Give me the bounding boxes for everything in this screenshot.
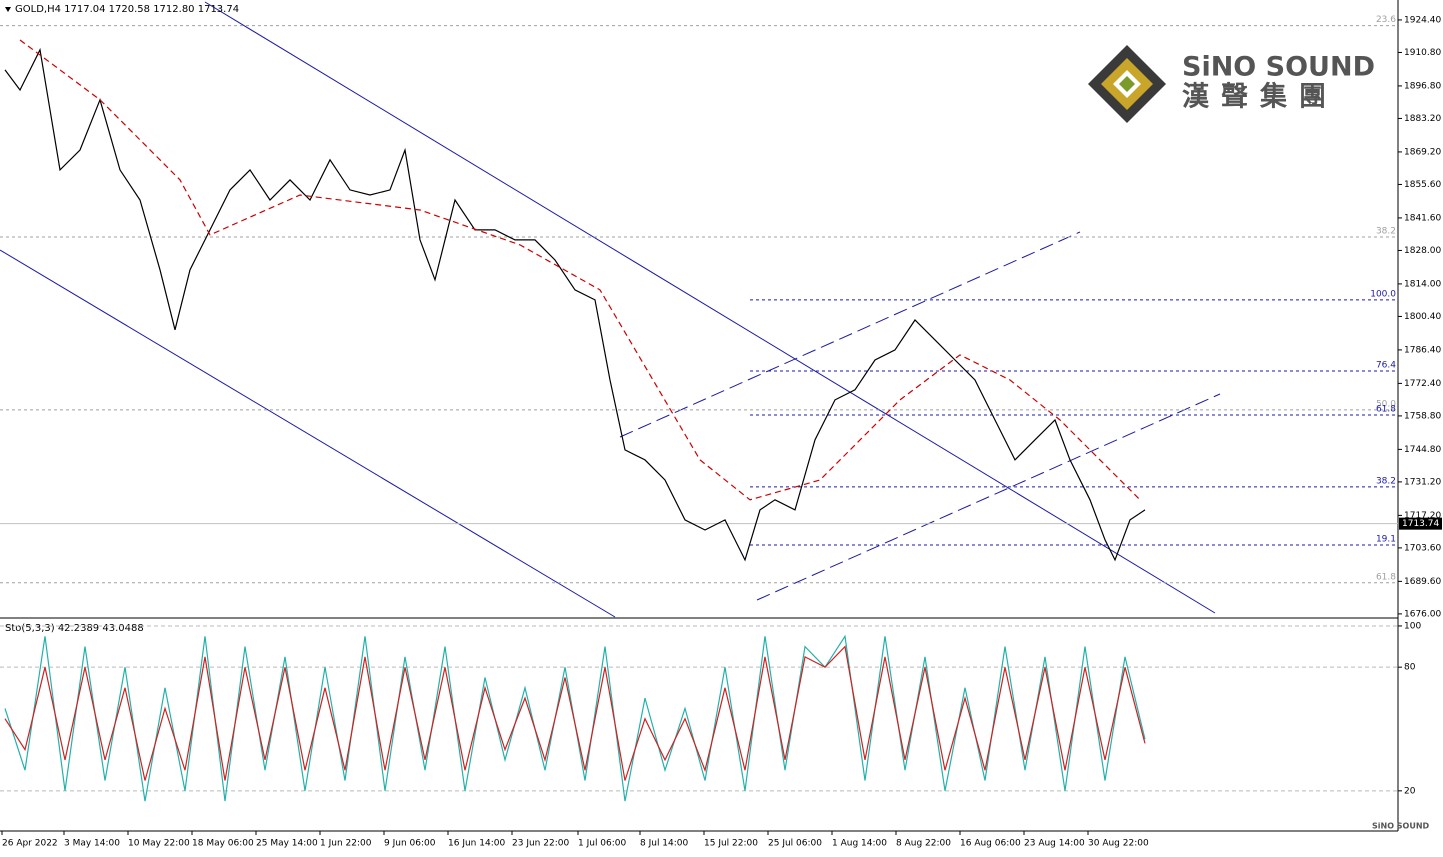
x-tick-label: 8 Aug 22:00	[896, 839, 951, 849]
y-tick-label: 1828.00	[1404, 246, 1441, 256]
y-tick-label: 1896.80	[1404, 81, 1441, 91]
y-tick-label: 1772.40	[1404, 379, 1441, 389]
x-tick-label: 9 Jun 06:00	[384, 839, 436, 849]
fib-label: 23.6	[1376, 15, 1396, 25]
x-tick-label: 15 Jul 22:00	[704, 839, 758, 849]
y-tick-label: 100	[1404, 621, 1421, 631]
y-tick-label: 1703.60	[1404, 543, 1441, 553]
series-line	[19, 39, 1141, 501]
y-tick-label: 20	[1404, 786, 1416, 796]
current-price-box	[1399, 517, 1442, 530]
y-tick-label: 1910.80	[1404, 48, 1441, 58]
trend-line	[756, 393, 1221, 601]
fib-label: 38.2	[1376, 476, 1396, 486]
y-tick-label: 1924.40	[1404, 15, 1441, 25]
y-tick-label: 1689.60	[1404, 577, 1441, 587]
x-tick-label: 25 May 14:00	[256, 839, 318, 849]
y-tick-label: 1786.40	[1404, 345, 1441, 355]
fib-label: 61.8	[1376, 572, 1396, 582]
y-tick-label: 1676.00	[1404, 609, 1441, 619]
y-tick-label: 1814.00	[1404, 279, 1441, 289]
y-tick-label: 1869.20	[1404, 147, 1441, 157]
x-tick-label: 1 Jul 06:00	[578, 839, 627, 849]
x-tick-label: 10 May 22:00	[128, 839, 190, 849]
trend-line	[0, 249, 616, 618]
y-tick-label: 1841.60	[1404, 213, 1441, 223]
x-tick-label: 1 Jun 22:00	[320, 839, 372, 849]
x-tick-label: 3 May 14:00	[64, 839, 120, 849]
x-tick-label: 23 Jun 22:00	[512, 839, 569, 849]
panel-title: Sto(5,3,3) 42.2389 43.0488	[5, 623, 144, 634]
y-tick-label: 1758.80	[1404, 411, 1441, 421]
series-line	[4, 47, 1146, 562]
logo: SiNO SOUND 漢聲集團	[1088, 45, 1375, 123]
x-tick-label: 16 Jun 14:00	[448, 839, 505, 849]
fib-label: 38.2	[1376, 227, 1396, 237]
x-tick-label: 8 Jul 14:00	[640, 839, 689, 849]
brand-name: SiNO SOUND	[1182, 52, 1375, 83]
x-tick-label: 26 Apr 2022	[2, 839, 58, 849]
fib-label: 100.0	[1370, 289, 1396, 299]
series-line	[4, 645, 1146, 781]
brand-chinese: 漢聲集團	[1182, 81, 1338, 113]
trend-line	[204, 1, 1216, 614]
x-tick-label: 30 Aug 22:00	[1088, 839, 1149, 849]
fib-label: 19.1	[1376, 535, 1396, 545]
trend-line	[619, 231, 1081, 438]
current-price-label: 1713.74	[1402, 519, 1439, 529]
watermark: SiNO SOUND	[1372, 822, 1430, 831]
fib-label: 50.0	[1376, 399, 1396, 409]
y-tick-label: 1855.60	[1404, 180, 1441, 190]
y-tick-label: 80	[1404, 663, 1416, 673]
x-tick-label: 23 Aug 14:00	[1024, 839, 1085, 849]
panel-title: GOLD,H4 1717.04 1720.58 1712.80 1713.74	[15, 4, 239, 15]
fib-label: 61.8	[1376, 404, 1396, 414]
x-tick-label: 18 May 06:00	[192, 839, 254, 849]
y-tick-label: 1883.20	[1404, 114, 1441, 124]
x-tick-label: 1 Aug 14:00	[832, 839, 887, 849]
fib-label: 76.4	[1376, 360, 1396, 370]
y-tick-label: 1800.40	[1404, 312, 1441, 322]
x-tick-label: 25 Jul 06:00	[768, 839, 822, 849]
y-tick-label: 1744.80	[1404, 445, 1441, 455]
y-tick-label: 1731.20	[1404, 477, 1441, 487]
x-tick-label: 16 Aug 06:00	[960, 839, 1021, 849]
menu-arrow	[5, 7, 11, 12]
y-tick-label: 1717.20	[1404, 511, 1441, 521]
